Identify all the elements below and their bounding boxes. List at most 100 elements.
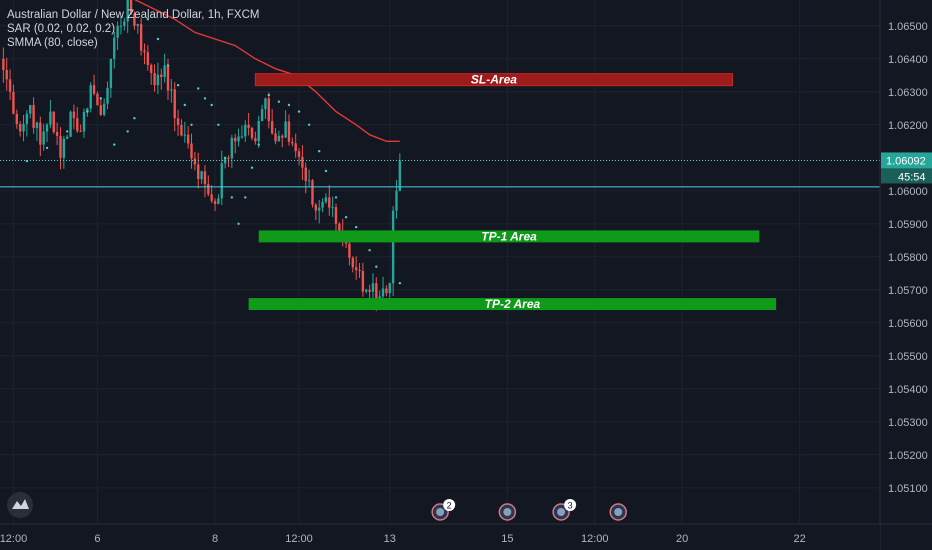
candle[interactable] [351,256,354,273]
candle[interactable] [234,133,237,154]
candle[interactable] [314,202,318,221]
candle[interactable] [197,152,200,189]
price-axis[interactable]: 1.06500 1.06400 1.06300 1.06200 1.06000 1.059… [879,0,932,550]
candle[interactable] [321,198,324,213]
candle[interactable] [291,137,294,147]
candle[interactable] [274,128,277,145]
sl-zone-rect[interactable] [254,73,733,87]
candle[interactable] [22,114,25,142]
candle[interactable] [284,110,287,138]
candle[interactable] [237,128,240,147]
candle[interactable] [119,16,123,35]
candle[interactable] [254,131,257,145]
candle[interactable] [210,185,213,204]
candle[interactable] [270,109,274,135]
candle[interactable] [8,69,12,101]
candle[interactable] [109,58,113,98]
tradingview-logo[interactable] [7,492,33,518]
candle[interactable] [247,112,250,136]
candle[interactable] [180,119,183,137]
candle[interactable] [59,127,62,170]
tp1-zone-rect[interactable] [258,230,760,243]
candle[interactable] [244,120,247,142]
candle[interactable] [203,165,207,198]
candle[interactable] [318,199,321,224]
candle[interactable] [190,133,193,169]
candle[interactable] [113,31,116,69]
time-axis[interactable]: 12:00 6 8 12:00 13 15 12:00 20 22 [0,523,932,550]
candle[interactable] [324,193,328,205]
candle[interactable] [264,97,267,119]
candle[interactable] [334,203,338,232]
candle[interactable] [5,57,8,91]
tp2-zone-rect[interactable] [248,298,777,311]
sl-zone[interactable]: SL-Area [254,73,733,87]
candle[interactable] [227,155,230,168]
candle[interactable] [207,175,210,197]
candle[interactable] [146,45,150,71]
candle[interactable] [156,62,160,95]
candle[interactable] [230,134,234,169]
candle[interactable] [133,11,136,30]
candle[interactable] [331,196,334,217]
candle[interactable] [39,116,42,157]
candle[interactable] [82,108,86,138]
candle[interactable] [129,0,133,15]
candle[interactable] [89,82,92,113]
candle[interactable] [328,185,331,216]
candle[interactable] [358,263,361,278]
event-2[interactable] [498,503,517,521]
candle[interactable] [294,133,297,158]
candle[interactable] [25,110,29,137]
event-3[interactable]: 3 [552,499,577,521]
candle[interactable] [139,18,143,56]
event-4[interactable] [609,503,627,521]
candle[interactable] [250,126,254,141]
sar-indicator-label[interactable]: SAR (0.02, 0.02, 0.2) [7,23,116,35]
candle[interactable] [354,256,358,280]
candle[interactable] [213,198,217,211]
candle[interactable] [66,134,69,140]
candle[interactable] [297,148,301,166]
candle[interactable] [143,43,146,65]
candle[interactable] [106,81,109,110]
candle[interactable] [116,21,119,50]
candle[interactable] [304,162,307,194]
candle[interactable] [45,123,49,143]
candle[interactable] [170,78,173,103]
candle[interactable] [123,17,126,31]
smma-line[interactable] [134,0,400,143]
candle[interactable] [277,130,281,142]
candle[interactable] [217,194,220,205]
candle[interactable] [163,53,166,83]
candle[interactable] [381,276,385,301]
candle[interactable] [287,114,291,146]
candle[interactable] [223,157,227,169]
candle[interactable] [307,169,311,187]
candle[interactable] [388,282,391,298]
candle[interactable] [257,115,260,149]
candle[interactable] [18,121,22,137]
current-price-tag[interactable] [881,152,932,169]
candle[interactable] [176,109,180,136]
candle[interactable] [55,122,59,146]
candle[interactable] [173,82,176,132]
candle[interactable] [12,84,15,115]
candle[interactable] [96,91,99,106]
candle[interactable] [15,109,18,129]
candle[interactable] [29,104,32,119]
candle[interactable] [126,0,129,33]
candle[interactable] [183,121,186,143]
candle[interactable] [72,104,76,130]
candle[interactable] [267,92,270,129]
candle[interactable] [92,74,96,96]
tp1-zone[interactable]: TP-1 Area [258,229,760,243]
candle[interactable] [301,145,304,181]
candle[interactable] [281,134,284,148]
candle[interactable] [35,121,39,142]
candle[interactable] [398,153,402,192]
candle[interactable] [76,107,79,133]
candle[interactable] [62,135,66,169]
